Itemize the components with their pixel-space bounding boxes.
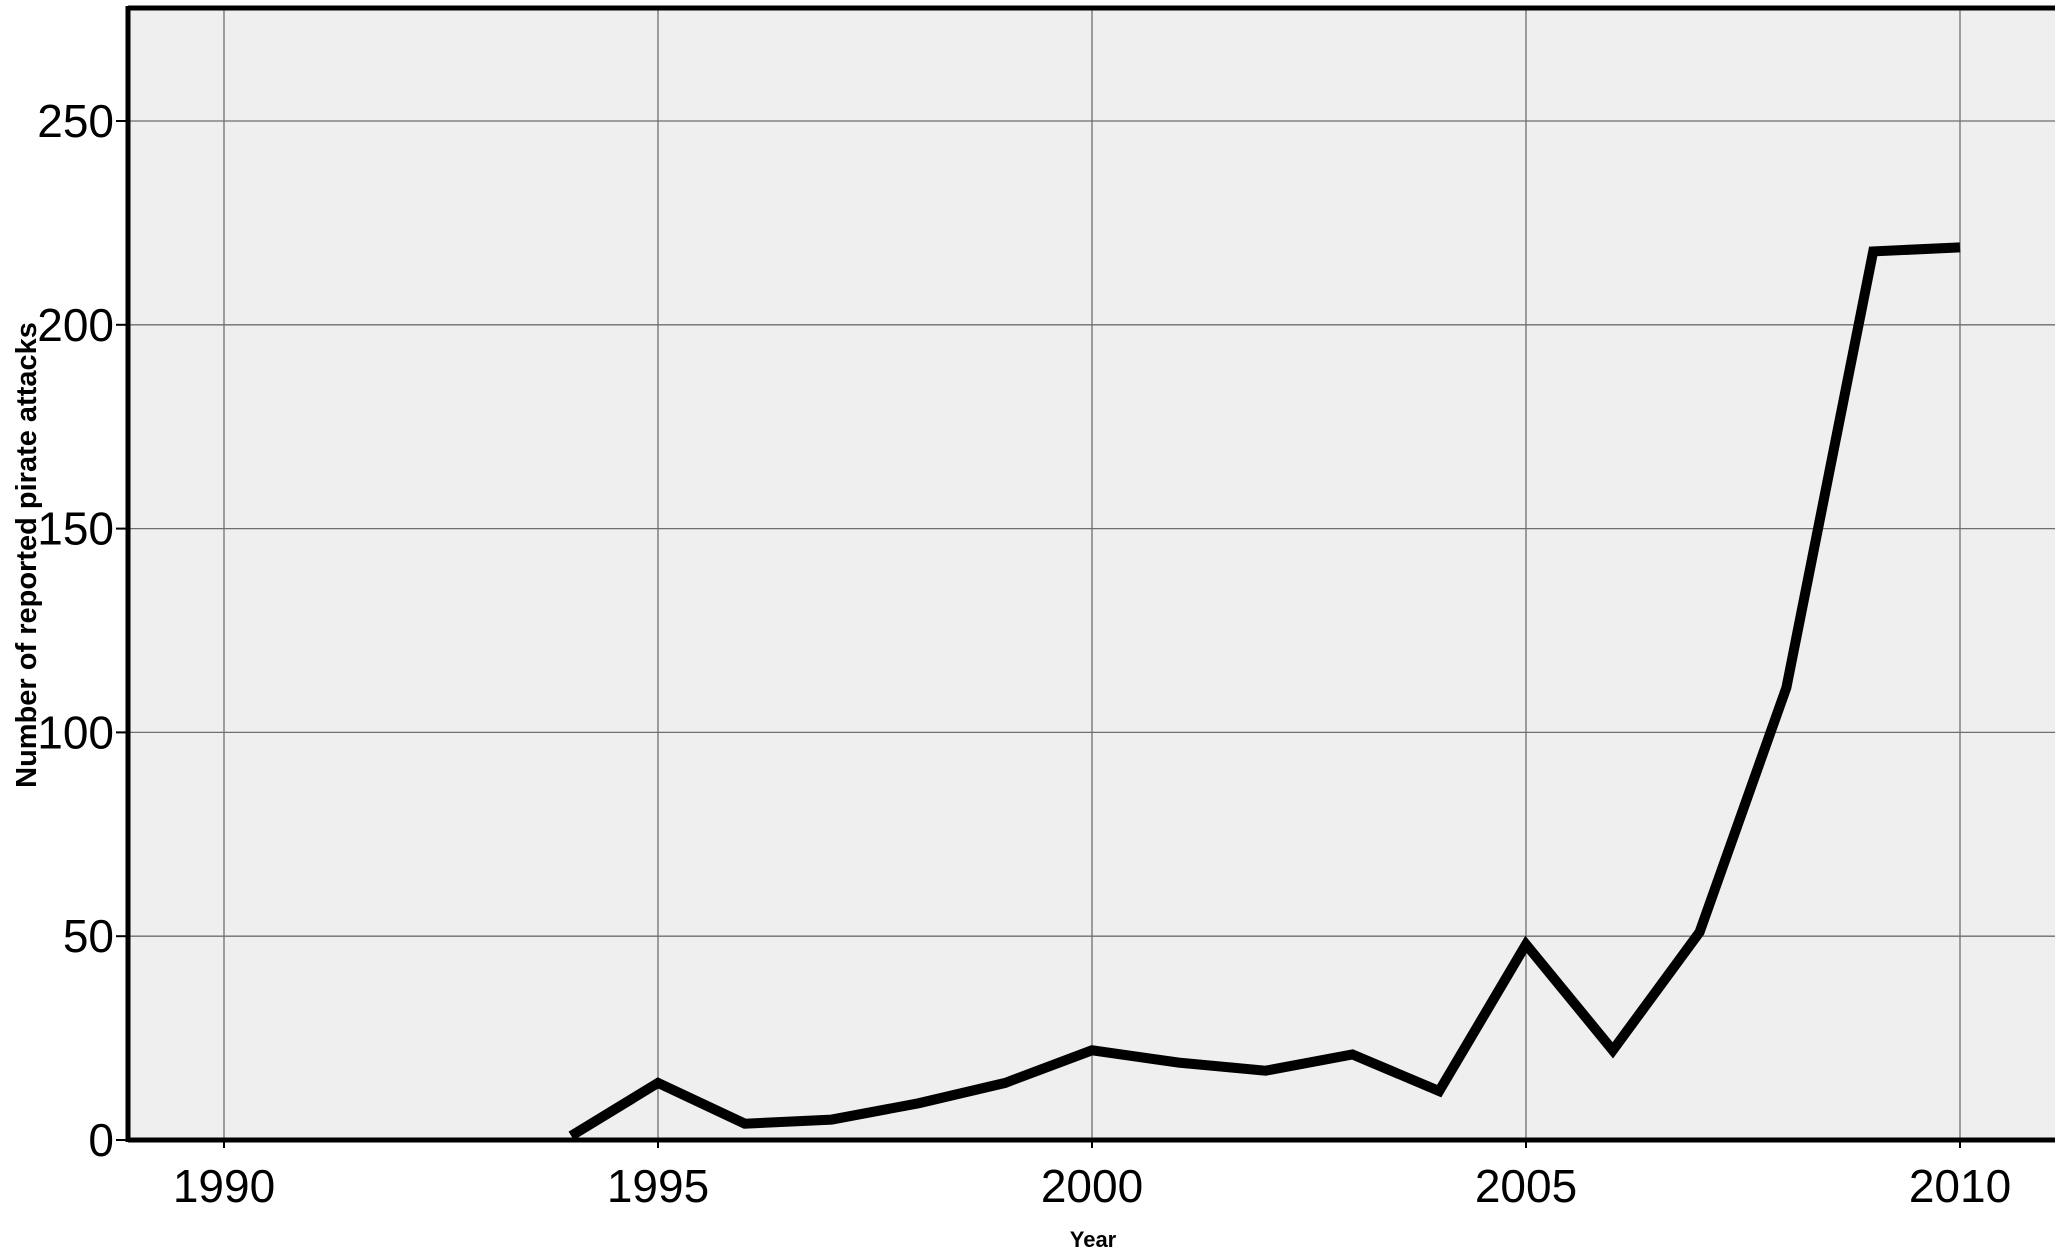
x-tick-label: 1995 xyxy=(607,1160,709,1212)
x-tick-label: 1990 xyxy=(173,1160,275,1212)
grid-lines xyxy=(128,8,2055,1140)
y-tick-label: 50 xyxy=(63,910,114,962)
y-tick-label: 200 xyxy=(37,299,114,351)
x-tick-labels: 1990 1995 2000 2005 2010 xyxy=(173,1160,2011,1212)
x-tick-label: 2005 xyxy=(1475,1160,1577,1212)
y-tick-label: 250 xyxy=(37,95,114,147)
x-tick-label: 2010 xyxy=(1909,1160,2011,1212)
axes xyxy=(116,5,2055,1148)
series-group xyxy=(568,242,1961,1141)
y-tick-labels: 0 50 100 150 200 250 xyxy=(37,95,114,1166)
x-axis-title: Year xyxy=(1070,1227,1117,1252)
y-axis-title: Number of reported pirate attacks xyxy=(11,322,43,788)
y-tick-label: 0 xyxy=(88,1114,114,1166)
x-tick-label: 2000 xyxy=(1041,1160,1143,1212)
y-tick-label: 150 xyxy=(37,503,114,555)
series-line xyxy=(568,242,1961,1141)
y-tick-label: 100 xyxy=(37,706,114,758)
